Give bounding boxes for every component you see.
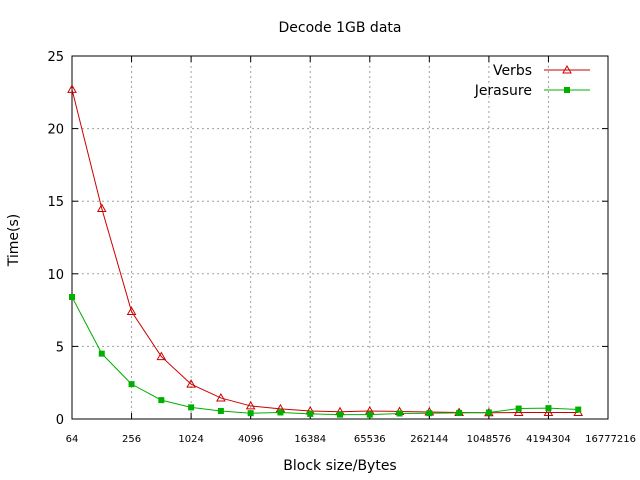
data-point [245,400,256,410]
data-point [543,407,554,416]
data-point [98,350,105,357]
data-point [485,409,492,416]
x-tick-label: 16384 [294,434,326,445]
data-point [126,306,137,316]
data-point [156,351,167,361]
data-point [158,397,165,404]
data-point [247,410,254,417]
data-point [426,410,433,417]
series-group [67,84,584,418]
axis-ticks: 0 5 10 15 20 25 64 256 1024 4096 16384 65536 262144 1… [47,50,636,445]
x-tick-label: 256 [122,434,141,445]
chart-title: Decode 1GB data [279,20,402,36]
x-tick-label: 1048576 [467,434,512,445]
legend: Verbs Jerasure [474,63,590,99]
x-tick-label: 4096 [238,434,263,445]
legend-marker [562,64,572,74]
data-point [186,379,196,388]
x-tick-label: 1024 [178,434,203,445]
data-point [396,410,403,417]
y-axis-label: Time(s) [6,214,22,267]
x-tick-label: 4194304 [526,434,571,445]
data-point [366,411,373,418]
plot-frame [71,55,609,420]
data-point [69,294,75,301]
data-point [545,405,552,412]
series-line [71,296,579,416]
data-point [456,409,463,416]
data-point [515,405,522,412]
data-point [217,408,224,415]
x-tick-label: 64 [66,434,79,445]
data-point [575,406,582,413]
series-jerasure [69,294,582,418]
data-point [337,411,343,418]
y-tick-label: 25 [47,50,64,65]
series-line [71,89,579,414]
y-tick-label: 20 [47,123,64,138]
y-tick-label: 0 [56,413,64,428]
y-tick-label: 10 [47,268,64,283]
legend-label: Jerasure [474,83,532,99]
data-point [128,381,135,388]
data-point [307,410,314,417]
x-axis-label: Block size/Bytes [283,458,396,474]
data-point [67,84,77,93]
series-verbs [67,84,584,417]
y-tick-label: 5 [56,340,64,355]
data-point [513,407,524,416]
y-tick-label: 15 [47,195,64,210]
legend-marker [564,87,570,93]
x-tick-label: 262144 [410,434,448,445]
legend-label: Verbs [493,63,532,79]
data-point [277,409,284,416]
data-point [96,203,107,212]
grid [72,56,608,419]
data-point [216,392,226,402]
data-point [188,404,195,411]
x-tick-label: 65536 [354,434,386,445]
x-tick-label: 16777216 [585,434,636,445]
